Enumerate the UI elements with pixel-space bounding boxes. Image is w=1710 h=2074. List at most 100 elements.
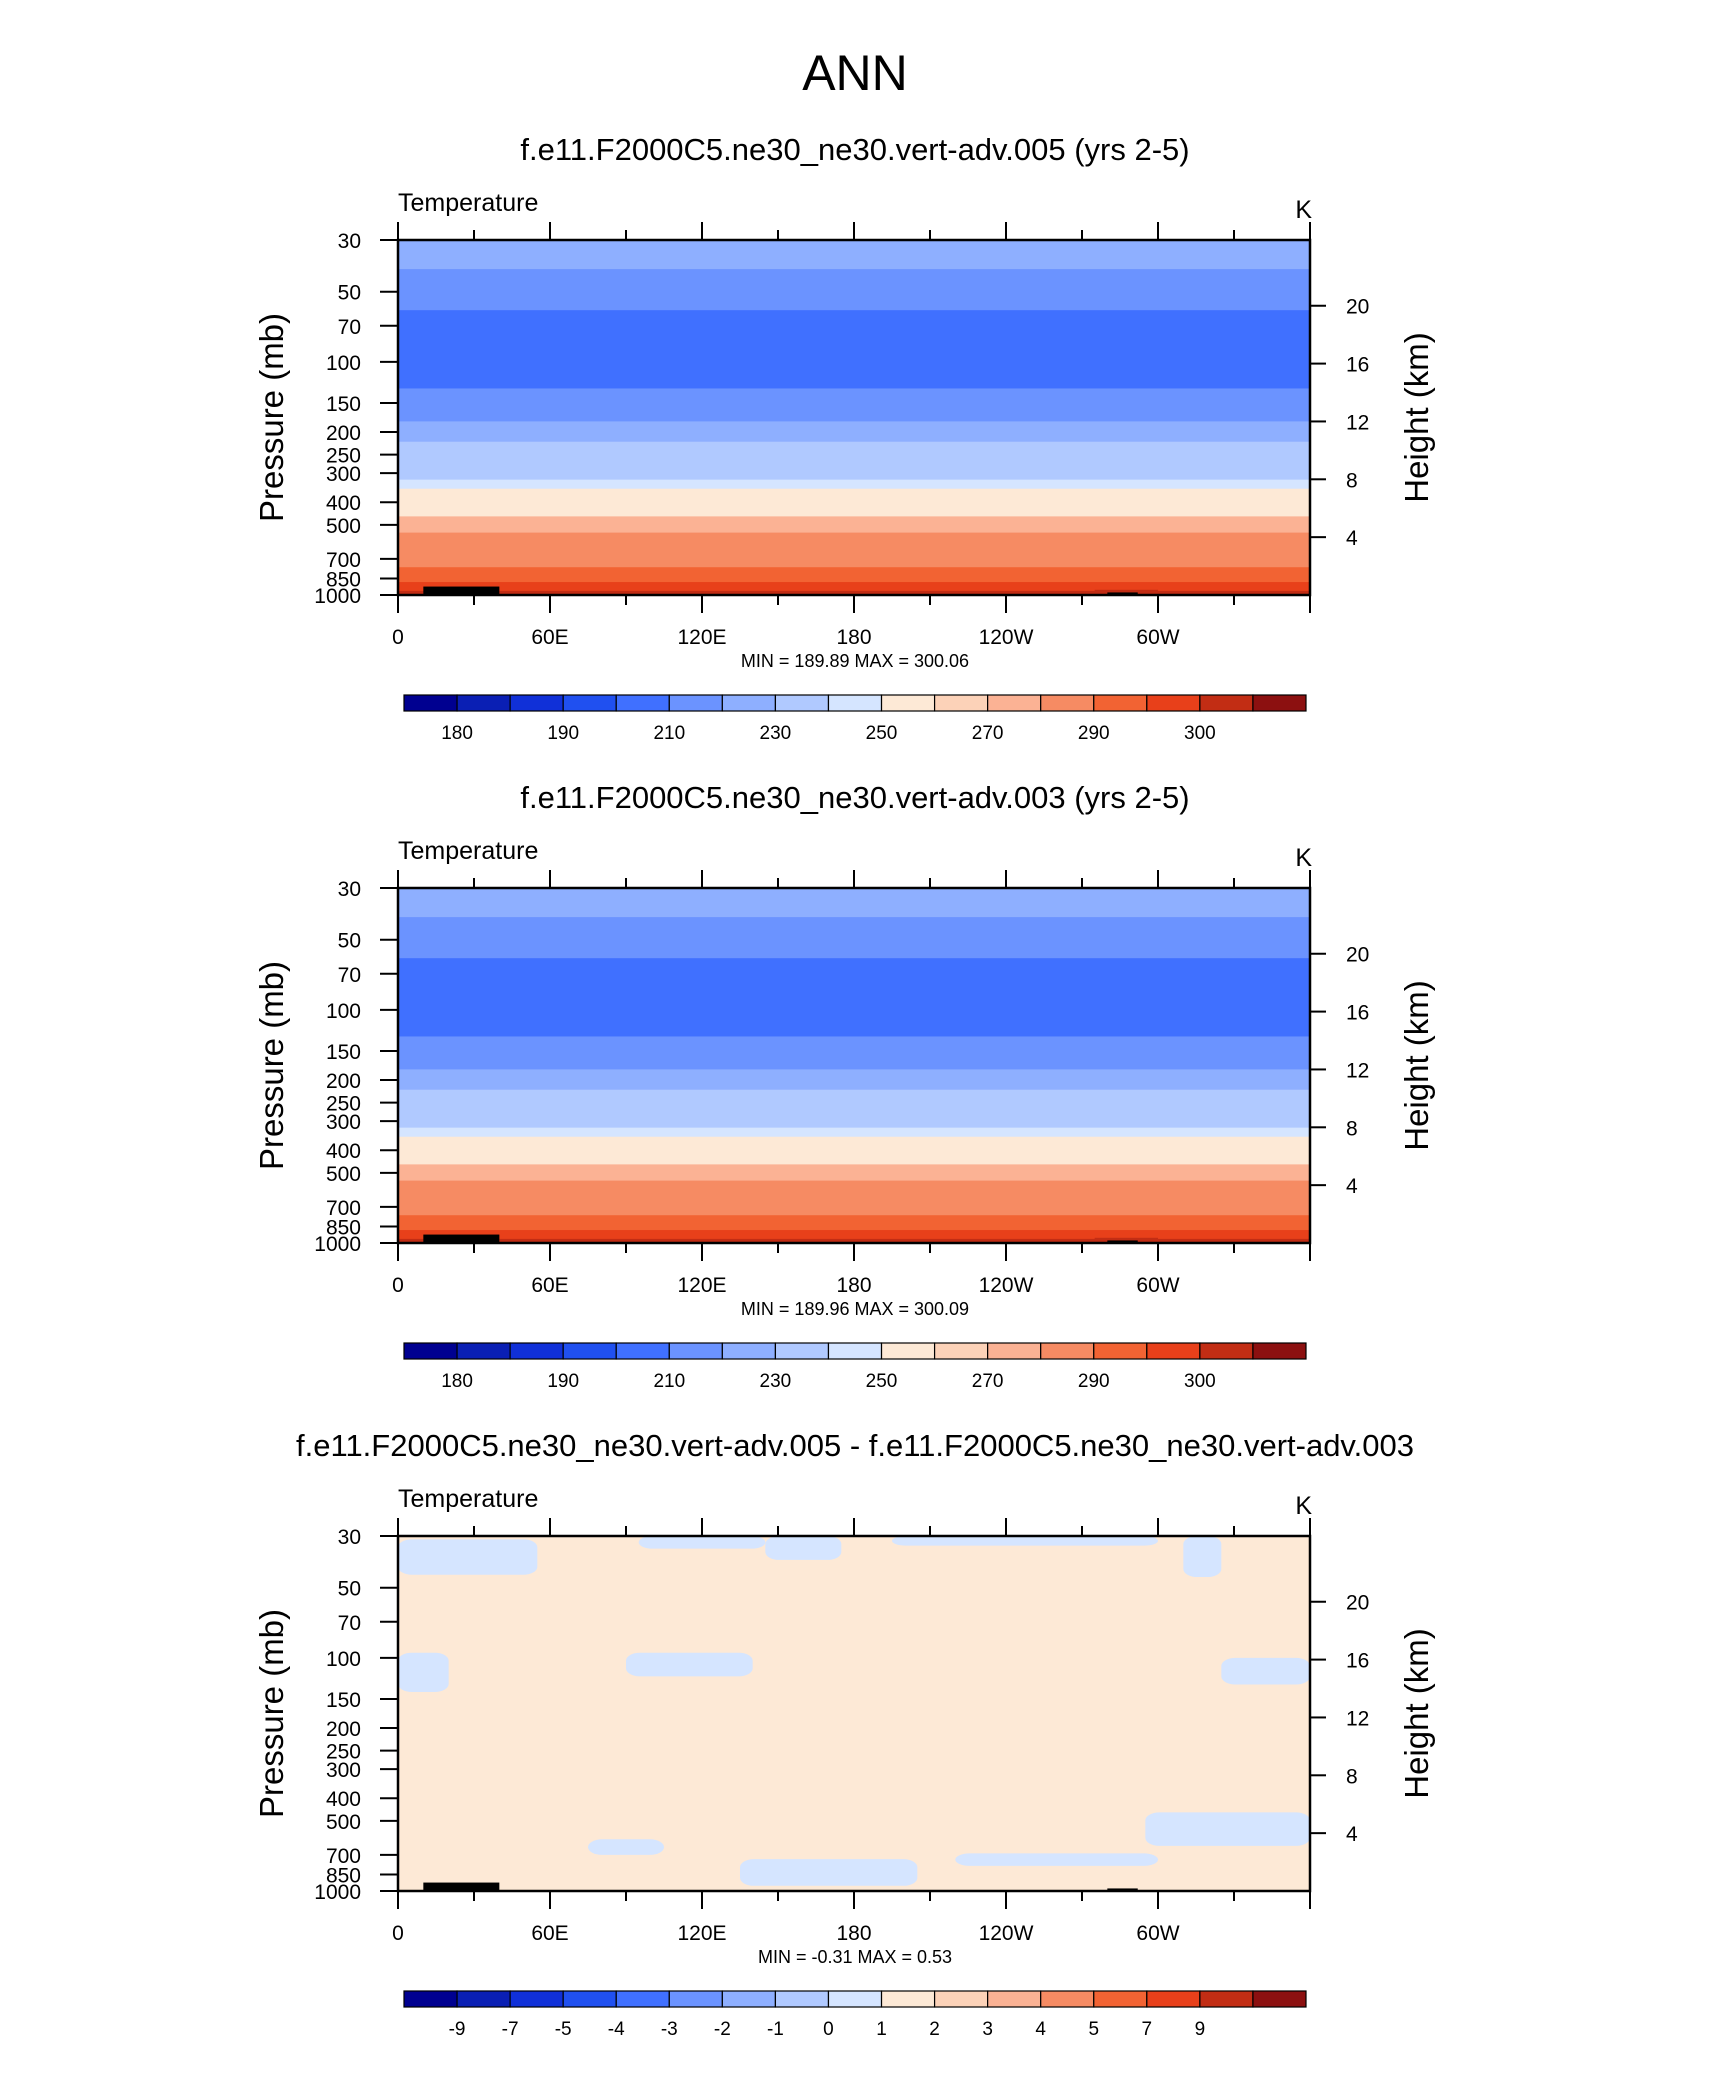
- contour-band: [398, 1089, 1310, 1112]
- negative-region: [626, 1652, 753, 1677]
- colorbar-label: -4: [608, 2019, 625, 2040]
- colorbar-label: 290: [1078, 723, 1110, 744]
- y-tick-label: 250: [326, 1093, 361, 1116]
- colorbar-segment: [827, 1342, 883, 1360]
- colorbar-label: 230: [760, 1371, 792, 1392]
- y-tick-label: 300: [326, 1759, 361, 1782]
- terrain-mask: [1107, 1240, 1138, 1243]
- y-right-tick-label: 8: [1346, 1117, 1358, 1140]
- colorbar-label: 9: [1195, 2019, 1206, 2040]
- y-right-tick-label: 8: [1346, 469, 1358, 492]
- y-right-tick-label: 4: [1346, 1823, 1358, 1846]
- negative-region: [1221, 1657, 1310, 1685]
- colorbar-label: 210: [653, 723, 685, 744]
- colorbar-segment: [880, 1990, 936, 2008]
- colorbar-segment: [880, 694, 936, 712]
- y-right-tick-label: 8: [1346, 1765, 1358, 1788]
- colorbar-segment: [509, 694, 564, 712]
- colorbar-segment: [721, 1342, 777, 1360]
- negative-region: [955, 1853, 1158, 1866]
- colorbar-segment: [1146, 1342, 1201, 1360]
- colorbar-segment: [1199, 1342, 1254, 1360]
- y-tick-label: 30: [338, 1526, 361, 1549]
- contour-band: [398, 479, 1310, 490]
- chart-panel-1: f.e11.F2000C5.ne30_ne30.vert-adv.005 (yr…: [253, 132, 1435, 744]
- y-right-tick-label: 12: [1346, 1059, 1369, 1082]
- contour-field: [398, 240, 1310, 596]
- contour-band: [398, 549, 1310, 568]
- y-tick-label: 850: [326, 1217, 361, 1240]
- terrain-mask: [1107, 1888, 1138, 1891]
- colorbar-segment: [1146, 694, 1201, 712]
- colorbar: -9 -7 -5 -4 -3 -2 -1 0 1 2 3 4 5 7 9: [403, 1990, 1307, 2040]
- contour-band: [398, 269, 1310, 311]
- y-tick-label: 30: [338, 878, 361, 901]
- colorbar-segment: [933, 1342, 989, 1360]
- colorbar-segment: [721, 1990, 777, 2008]
- colorbar-segment: [1040, 1990, 1095, 2008]
- x-tick-label: 0: [392, 1274, 404, 1297]
- contour-band: [398, 1069, 1310, 1091]
- colorbar-label: 4: [1035, 2019, 1046, 2040]
- negative-region: [765, 1536, 842, 1560]
- colorbar-label: 270: [972, 1371, 1004, 1392]
- colorbar-label: 0: [823, 2019, 834, 2040]
- colorbar-label: 210: [653, 1371, 685, 1392]
- colorbar-label: 1: [876, 2019, 887, 2040]
- contour-band: [398, 388, 1310, 422]
- y-tick-label: 100: [326, 1000, 361, 1023]
- variable-label: Temperature: [398, 1485, 538, 1513]
- y-tick-label: 700: [326, 1197, 361, 1220]
- y-tick-label: 400: [326, 492, 361, 515]
- colorbar-label: -9: [449, 2019, 466, 2040]
- y-right-tick-label: 12: [1346, 411, 1369, 434]
- unit-label: K: [1295, 844, 1312, 872]
- colorbar-segment: [456, 1342, 511, 1360]
- contour-band: [398, 917, 1310, 959]
- colorbar-segment: [562, 1342, 617, 1360]
- colorbar-segment: [1199, 1990, 1254, 2008]
- y-tick-label: 30: [338, 230, 361, 253]
- colorbar-label: -1: [767, 2019, 784, 2040]
- colorbar-label: 250: [866, 1371, 898, 1392]
- contour-band: [398, 567, 1310, 583]
- terrain-mask: [1107, 592, 1138, 595]
- y-tick-label: 150: [326, 1041, 361, 1064]
- colorbar-segment: [987, 1990, 1042, 2008]
- y-tick-label: 1000: [314, 585, 361, 608]
- colorbar-label: 180: [441, 1371, 473, 1392]
- contour-band: [398, 1150, 1310, 1165]
- y-right-tick-label: 20: [1346, 1592, 1369, 1615]
- colorbar-label: 2: [929, 2019, 940, 2040]
- colorbar-segment: [1093, 1990, 1148, 2008]
- y-tick-label: 50: [338, 1578, 361, 1601]
- colorbar-segment: [456, 1990, 511, 2008]
- x-tick-label: 120W: [979, 626, 1034, 649]
- colorbar-segment: [562, 694, 617, 712]
- terrain-mask: [423, 1234, 500, 1243]
- colorbar-label: 300: [1184, 1371, 1216, 1392]
- min-max-stats: MIN = -0.31 MAX = 0.53: [758, 1947, 952, 1967]
- colorbar: 180 190 210 230 250 270 290 300: [403, 1342, 1307, 1392]
- colorbar-segment: [1093, 1342, 1148, 1360]
- y-tick-label: 150: [326, 393, 361, 416]
- contour-band: [398, 421, 1310, 443]
- chart-panel-3: f.e11.F2000C5.ne30_ne30.vert-adv.005 - f…: [253, 1428, 1435, 2040]
- y-tick-label: 70: [338, 1612, 361, 1635]
- colorbar-segment: [827, 1990, 883, 2008]
- y-tick-label: 200: [326, 1718, 361, 1741]
- colorbar-segment: [1252, 1342, 1307, 1360]
- y-tick-label: 850: [326, 1865, 361, 1888]
- terrain-mask: [423, 1882, 500, 1891]
- contour-band: [398, 310, 1310, 390]
- colorbar: 180 190 210 230 250 270 290 300: [403, 694, 1307, 744]
- chart-panel-2: f.e11.F2000C5.ne30_ne30.vert-adv.003 (yr…: [253, 780, 1435, 1392]
- y-tick-label: 500: [326, 1811, 361, 1834]
- negative-region: [398, 1539, 538, 1575]
- contour-band: [398, 1215, 1310, 1231]
- colorbar-segment: [1199, 694, 1254, 712]
- contour-band: [398, 1036, 1310, 1070]
- colorbar-segment: [1040, 1342, 1095, 1360]
- y-tick-label: 1000: [314, 1881, 361, 1904]
